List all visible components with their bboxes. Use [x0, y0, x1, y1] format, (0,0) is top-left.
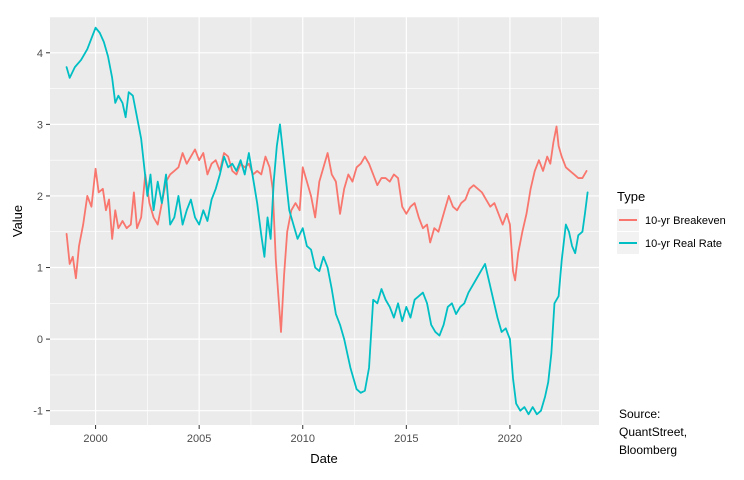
series-layer — [65, 26, 589, 416]
legend: Type 10-yr Breakeven 10-yr Real Rate — [617, 189, 726, 254]
y-tick-label-4: 3 — [37, 119, 43, 131]
source-line-3: Bloomberg — [619, 443, 677, 457]
plot-panel — [50, 17, 599, 425]
grid-major — [50, 17, 599, 425]
series-line-10-yr-real-rate — [65, 26, 589, 416]
y-axis-title: Value — [10, 205, 25, 237]
source-line-1: Source: — [619, 407, 660, 421]
y-tick-label-0: -1 — [33, 406, 43, 418]
grid-minor — [50, 16, 599, 425]
source-note: Source: QuantStreet, Bloomberg — [619, 407, 687, 457]
legend-items: 10-yr Breakeven 10-yr Real Rate — [617, 209, 726, 254]
x-tick-label-0: 2000 — [83, 433, 107, 445]
x-tick-label-1: 2005 — [187, 433, 211, 445]
x-tick-label-2: 2010 — [291, 433, 315, 445]
x-tick-label-3: 2015 — [394, 433, 418, 445]
x-axis-title: Date — [310, 451, 337, 466]
x-axis: 2000 2005 2010 2015 2020 — [83, 425, 522, 445]
legend-label-10-yr-breakeven: 10-yr Breakeven — [645, 215, 726, 227]
y-tick-label-3: 2 — [37, 191, 43, 203]
legend-title: Type — [617, 189, 645, 204]
y-tick-label-2: 1 — [37, 263, 43, 275]
x-tick-label-4: 2020 — [498, 433, 522, 445]
y-axis: -1 0 1 2 3 4 — [33, 48, 50, 418]
y-tick-label-1: 0 — [37, 334, 43, 346]
source-line-2: QuantStreet, — [619, 425, 687, 439]
legend-label-10-yr-real-rate: 10-yr Real Rate — [645, 238, 722, 250]
y-tick-label-5: 4 — [37, 48, 43, 60]
